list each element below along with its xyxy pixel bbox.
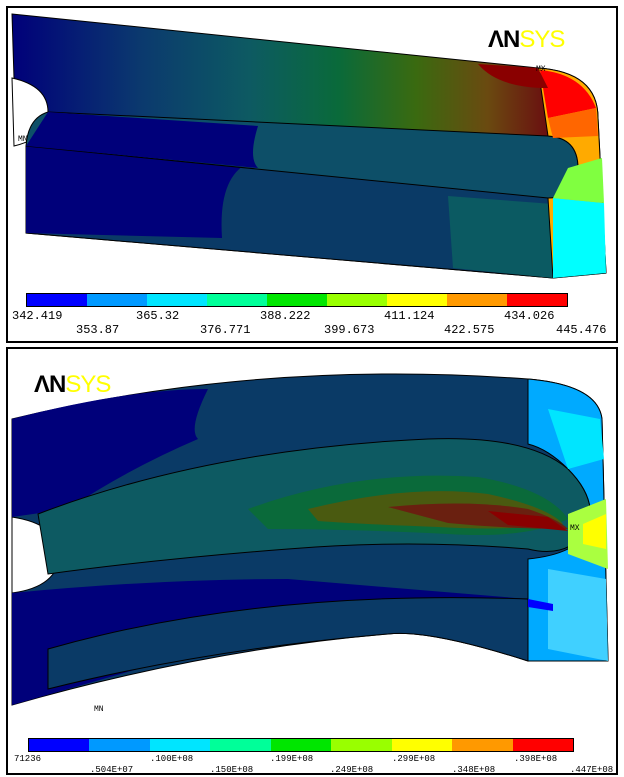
legend-label: .150E+08 (210, 765, 254, 775)
legend-label: 376.771 (200, 323, 251, 337)
legend-label: 71236 (14, 754, 42, 764)
legend-label: .348E+08 (452, 765, 496, 775)
colorbar-segment (29, 739, 90, 751)
temperature-plot-panel: ΛNSYS MX MN 342.419 365.32 388.222 411.1… (6, 6, 618, 343)
colorbar-segment (267, 294, 327, 306)
max-marker: MX (536, 65, 546, 74)
legend-label: 445.476 (556, 323, 607, 337)
colorbar-segment (387, 294, 447, 306)
colorbar-segment (391, 739, 453, 751)
stress-contour-field (11, 373, 609, 706)
legend-label: 399.673 (324, 323, 375, 337)
colorbar-segment (87, 294, 147, 306)
colorbar-segment (270, 739, 332, 751)
legend-label: .504E+07 (90, 765, 134, 775)
legend-label: 342.419 (12, 309, 63, 323)
colorbar-segment (210, 739, 271, 751)
stress-plot-panel: ΛNSYS MX MN 71236 .100E+08 .199E+08 .299… (6, 347, 618, 775)
legend-label: .249E+08 (330, 765, 374, 775)
legend-label: 388.222 (260, 309, 311, 323)
colorbar-segment (207, 294, 267, 306)
min-marker: MN (94, 705, 104, 714)
colorbar-segment (147, 294, 207, 306)
legend-colorbar (28, 738, 574, 752)
legend-label: 411.124 (384, 309, 435, 323)
colorbar-segment (27, 294, 87, 306)
min-marker: MN (18, 135, 28, 144)
max-marker: MX (570, 524, 580, 533)
colorbar-segment (447, 294, 507, 306)
legend-label: .447E+08 (570, 765, 614, 775)
colorbar-segment (452, 739, 513, 751)
colorbar-segment (507, 294, 567, 306)
ansys-logo: ΛNSYS (34, 371, 111, 398)
legend-labels: 342.419 365.32 388.222 411.124 434.026 3… (8, 309, 616, 339)
colorbar-segment (89, 739, 150, 751)
legend-label: .100E+08 (150, 754, 194, 764)
colorbar-segment (512, 739, 573, 751)
legend-label: 434.026 (504, 309, 555, 323)
legend-label: .299E+08 (392, 754, 436, 764)
temperature-contour-field (11, 13, 607, 279)
colorbar-segment (327, 294, 387, 306)
legend-labels: 71236 .100E+08 .199E+08 .299E+08 .398E+0… (8, 754, 616, 776)
legend-label: 353.87 (76, 323, 120, 337)
legend-colorbar (26, 293, 568, 307)
legend-label: .199E+08 (270, 754, 314, 764)
legend-label: 365.32 (136, 309, 180, 323)
colorbar-segment (331, 739, 392, 751)
legend-label: 422.575 (444, 323, 495, 337)
colorbar-segment (149, 739, 211, 751)
legend-label: .398E+08 (514, 754, 558, 764)
ansys-logo: ΛNSYS (488, 26, 565, 53)
